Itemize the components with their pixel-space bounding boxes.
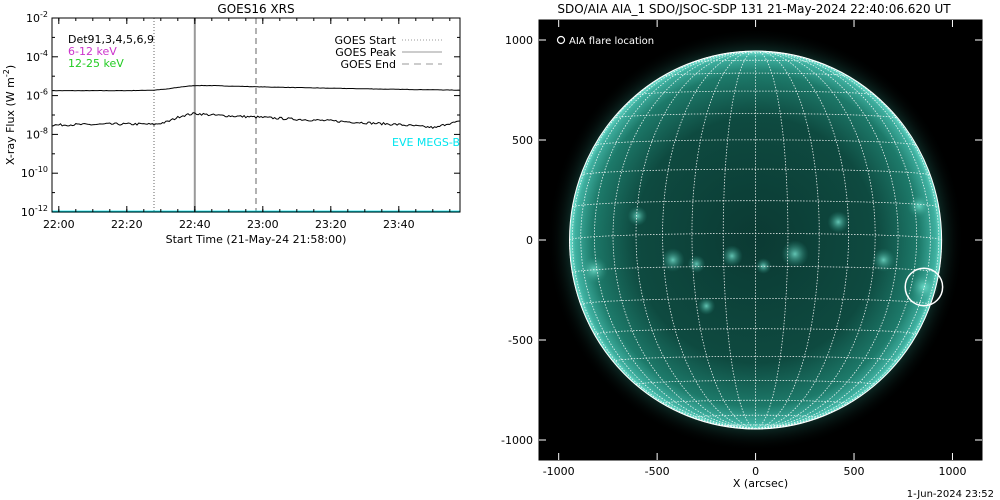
- aia-x-tick-label: 500: [844, 465, 865, 478]
- goes-y-tick-label: 10-2: [26, 10, 48, 25]
- aia-grid-line: [755, 50, 899, 430]
- aia-y-tick-label: 0: [526, 234, 533, 247]
- aia-grid-line: [662, 50, 756, 430]
- goes-annotation-line: Det91,3,4,5,6,9: [68, 33, 154, 46]
- aia-grid-line: [571, 54, 756, 430]
- goes-x-tick-label: 22:20: [111, 218, 143, 231]
- aia-grid-line: [594, 328, 918, 335]
- aia-y-tick-label: -1000: [501, 434, 533, 447]
- goes-annotation-line: 12-25 keV: [68, 57, 124, 70]
- aia-x-tick-label: -500: [645, 465, 670, 478]
- goes-y-tick-label: 10-6: [26, 88, 48, 103]
- goes-x-tick-label: 23:00: [247, 218, 279, 231]
- goes-y-tick-label: 10-8: [26, 126, 48, 141]
- aia-flare-location-circle: [904, 267, 944, 307]
- aia-grid-line: [580, 168, 931, 176]
- aia-legend-text: AIA flare location: [569, 36, 654, 47]
- goes-y-tick-label-exp: -12: [35, 204, 48, 213]
- goes-y-axis-label-part: -2: [2, 69, 11, 77]
- goes-chart: 22:00 22:20 22:40 23:00 23:20 23:4010-210-410…: [2, 2, 461, 246]
- aia-limb-outline: [569, 50, 943, 430]
- aia-x-tick-label: -1000: [543, 465, 575, 478]
- aia-grid-line: [755, 50, 918, 430]
- aia-grid-line: [755, 50, 849, 430]
- goes-x-tick-label: 23:40: [383, 218, 415, 231]
- aia-y-tick-label: 1000: [505, 34, 533, 47]
- goes-chart-title: GOES16 XRS: [217, 2, 294, 16]
- aia-grid-line: [593, 50, 756, 430]
- goes-x-tick-label: 23:20: [315, 218, 347, 231]
- aia-bright-region: [661, 248, 685, 272]
- aia-grid-line: [755, 54, 940, 430]
- goes-y-tick-label-exp: -4: [40, 49, 48, 58]
- aia-bright-region: [755, 258, 772, 274]
- aia-bright-region: [871, 248, 896, 272]
- goes-y-tick-label: 10-10: [21, 165, 48, 180]
- goes-annotation-line: 6-12 keV: [68, 45, 117, 58]
- goes-side-label: EVE MEGS-B: [392, 136, 460, 149]
- goes-y-axis-label-part: X-ray Flux (W m: [4, 77, 17, 165]
- aia-bright-region: [697, 297, 716, 315]
- aia-y-tick-label: 500: [512, 134, 533, 147]
- goes-x-axis-label: Start Time (21-May-24 21:58:00): [166, 233, 347, 246]
- aia-grid-line: [662, 399, 849, 404]
- goes-y-tick-label-base: 10: [26, 128, 40, 141]
- goes-y-axis-label-part: ): [4, 65, 17, 69]
- aia-image-title: SDO/AIA AIA_1 SDO/JSOC-SDP 131 21-May-20…: [557, 2, 951, 16]
- goes-y-tick-label: 10-12: [21, 204, 48, 219]
- goes-y-axis-label: X-ray Flux (W m-2): [2, 65, 17, 165]
- aia-grid-line: [612, 50, 756, 430]
- aia-grid-line: [755, 50, 789, 430]
- goes-legend-label: GOES Peak: [335, 46, 396, 59]
- aia-bright-region: [721, 245, 743, 267]
- aia-x-tick-label: 0: [752, 465, 759, 478]
- aia-x-axis-label: X (arcsec): [733, 477, 788, 490]
- goes-y-tick-label: 10-4: [26, 49, 48, 64]
- goes-y-tick-label-exp: -8: [40, 126, 48, 135]
- aia-grid-line: [635, 50, 756, 430]
- goes-y-tick-label-base: 10: [26, 90, 40, 103]
- aia-bright-region: [827, 211, 850, 233]
- aia-solar-disk: [569, 51, 942, 429]
- aia-grid-line: [755, 50, 820, 430]
- goes-series-line-1: [51, 112, 461, 129]
- aia-bright-region: [687, 255, 706, 273]
- goes-y-tick-label-base: 10: [21, 167, 35, 180]
- goes-series-line-0: [51, 84, 461, 92]
- aia-bright-region: [627, 206, 648, 226]
- aia-grid-line: [612, 113, 899, 119]
- goes-x-tick-label: 22:00: [43, 218, 75, 231]
- aia-grid-line: [691, 414, 820, 418]
- aia-grid-line: [722, 50, 756, 430]
- aia-grid-line: [635, 380, 876, 385]
- aia-grid-line: [662, 72, 849, 77]
- goes-y-tick-label-exp: -6: [40, 88, 48, 97]
- aia-grid-line: [692, 59, 820, 63]
- aia-bright-region: [907, 194, 931, 218]
- aia-grid-line: [691, 50, 756, 430]
- goes-y-tick-label-base: 10: [26, 12, 40, 25]
- aia-grid-line: [636, 90, 875, 96]
- aia-y-tick-label: -500: [508, 334, 533, 347]
- aia-grid-line: [755, 51, 931, 430]
- aia-legend-marker: [556, 35, 566, 45]
- goes-y-tick-label-exp: -10: [35, 165, 48, 174]
- aia-grid-line: [580, 51, 756, 430]
- aia-x-tick-label: 1000: [938, 465, 966, 478]
- goes-legend-label: GOES Start: [335, 34, 397, 47]
- aia-bright-region: [781, 240, 809, 268]
- goes-y-tick-label-exp: -2: [40, 10, 48, 19]
- goes-legend-label: GOES End: [340, 58, 396, 71]
- aia-grid-line: [755, 50, 876, 430]
- goes-x-tick-label: 22:40: [179, 218, 211, 231]
- aia-footer-timestamp: 1-Jun-2024 23:52: [907, 489, 994, 500]
- goes-y-tick-label-base: 10: [26, 51, 40, 64]
- aia-image-area: AIA flare location: [539, 20, 982, 460]
- goes-y-tick-label-base: 10: [21, 206, 35, 219]
